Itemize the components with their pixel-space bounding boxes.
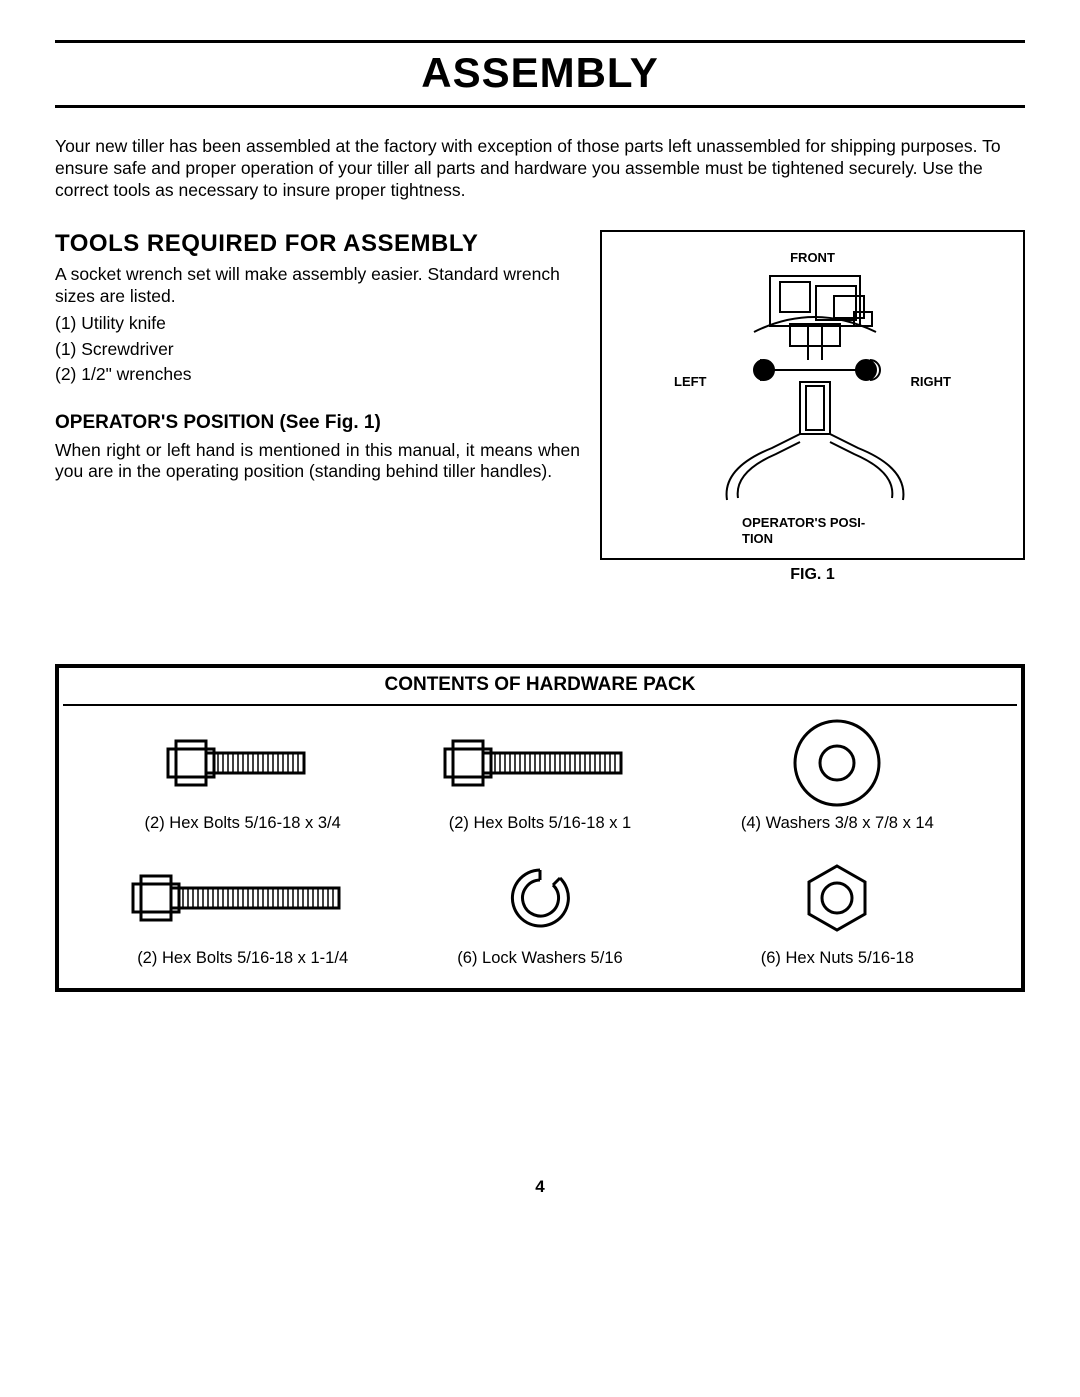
hex-bolt-icon xyxy=(435,723,645,803)
fig-label-left: LEFT xyxy=(674,374,707,389)
right-column: FRONT LEFT RIGHT OPERATOR'S POSI- TION xyxy=(600,230,1025,584)
operator-heading: OPERATOR'S POSITION (See Fig. 1) xyxy=(55,412,580,434)
hardware-label: (2) Hex Bolts 5/16-18 x 3/4 xyxy=(145,814,341,833)
hex-nut-icon xyxy=(792,858,882,938)
lock-washer-icon xyxy=(495,858,585,938)
hardware-label: (2) Hex Bolts 5/16-18 x 1-1/4 xyxy=(137,949,348,968)
list-item: (1) Utility knife xyxy=(55,311,580,336)
hardware-label: (6) Lock Washers 5/16 xyxy=(457,949,622,968)
hardware-label: (4) Washers 3/8 x 7/8 x 14 xyxy=(741,814,934,833)
hardware-item: (4) Washers 3/8 x 7/8 x 14 xyxy=(694,718,981,833)
page-number: 4 xyxy=(0,1177,1080,1197)
list-item: (2) 1/2" wrenches xyxy=(55,362,580,387)
fig-label-right: RIGHT xyxy=(911,374,951,389)
hardware-item: (6) Lock Washers 5/16 xyxy=(396,853,683,968)
title-bar: ASSEMBLY xyxy=(55,40,1025,108)
hardware-item: (2) Hex Bolts 5/16-18 x 3/4 xyxy=(99,718,386,833)
tools-lead: A socket wrench set will make assembly e… xyxy=(55,264,580,308)
two-column-section: TOOLS REQUIRED FOR ASSEMBLY A socket wre… xyxy=(55,230,1025,584)
fig-label-front: FRONT xyxy=(602,250,1023,265)
flat-washer-icon xyxy=(782,713,892,813)
hardware-heading: CONTENTS OF HARDWARE PACK xyxy=(63,668,1017,706)
intro-paragraph: Your new tiller has been assembled at th… xyxy=(55,136,1025,202)
figure-1-caption: FIG. 1 xyxy=(600,566,1025,584)
operator-body: When right or left hand is mentioned in … xyxy=(55,440,580,484)
fig-label-op1: OPERATOR'S POSI- xyxy=(742,515,865,530)
hardware-item: (2) Hex Bolts 5/16-18 x 1-1/4 xyxy=(99,853,386,968)
figure-1-box: FRONT LEFT RIGHT OPERATOR'S POSI- TION xyxy=(600,230,1025,560)
left-column: TOOLS REQUIRED FOR ASSEMBLY A socket wre… xyxy=(55,230,580,584)
hardware-item: (6) Hex Nuts 5/16-18 xyxy=(694,853,981,968)
hardware-label: (2) Hex Bolts 5/16-18 x 1 xyxy=(449,814,632,833)
list-item: (1) Screwdriver xyxy=(55,337,580,362)
tools-heading: TOOLS REQUIRED FOR ASSEMBLY xyxy=(55,230,580,258)
tiller-diagram-icon xyxy=(602,232,1027,562)
page-title: ASSEMBLY xyxy=(55,49,1025,97)
hardware-grid: (2) Hex Bolts 5/16-18 x 3/4 (2) Hex Bolt… xyxy=(59,718,1021,968)
hardware-label: (6) Hex Nuts 5/16-18 xyxy=(761,949,914,968)
hardware-item: (2) Hex Bolts 5/16-18 x 1 xyxy=(396,718,683,833)
tools-list: (1) Utility knife (1) Screwdriver (2) 1/… xyxy=(55,311,580,387)
fig-label-op2: TION xyxy=(742,531,773,546)
hex-bolt-icon xyxy=(123,858,363,938)
hex-bolt-icon xyxy=(158,723,328,803)
hardware-pack-box: CONTENTS OF HARDWARE PACK (2) Hex Bolts … xyxy=(55,664,1025,992)
